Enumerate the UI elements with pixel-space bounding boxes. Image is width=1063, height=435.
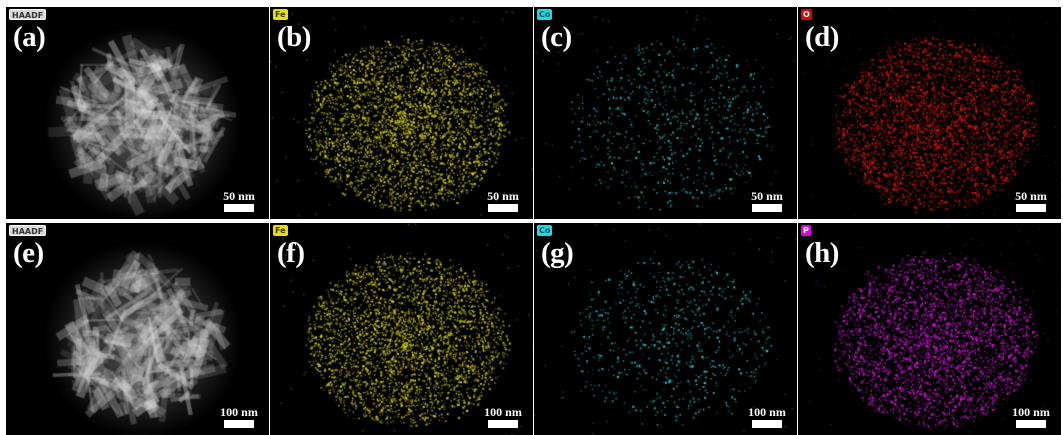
scale-bar: 50 nm — [217, 190, 261, 212]
panel-letter: (g) — [541, 237, 574, 269]
element-badge: HAADF — [9, 225, 47, 236]
panel-letter: (c) — [541, 21, 572, 53]
element-badge: Co — [537, 9, 553, 20]
element-map-image — [270, 223, 533, 435]
scale-bar: 50 nm — [481, 190, 525, 212]
panel-letter: (b) — [277, 21, 311, 53]
element-badge: P — [801, 225, 811, 236]
panel-letter: (d) — [805, 21, 839, 53]
scale-bar: 50 nm — [1009, 190, 1053, 212]
scale-bar-label: 100 nm — [1012, 405, 1050, 419]
panel-c: Co (c) 50 nm — [534, 7, 797, 219]
element-map-image — [270, 7, 533, 219]
panel-letter: (a) — [13, 21, 46, 53]
scale-bar-label: 100 nm — [484, 405, 522, 419]
element-badge: HAADF — [9, 9, 47, 20]
scale-bar-label: 50 nm — [1015, 189, 1047, 203]
scale-bar-line — [488, 420, 518, 428]
scale-bar-line — [1016, 420, 1046, 428]
element-badge: O — [801, 9, 812, 20]
scale-bar: 100 nm — [481, 406, 525, 428]
panel-b: Fe (b) 50 nm — [270, 7, 533, 219]
scale-bar-line — [224, 420, 254, 428]
scale-bar-line — [752, 420, 782, 428]
haadf-image — [6, 223, 269, 435]
panel-e: HAADF (e) 100 nm — [6, 223, 269, 435]
scale-bar: 100 nm — [745, 406, 789, 428]
scale-bar-label: 100 nm — [748, 405, 786, 419]
scale-bar-label: 50 nm — [751, 189, 783, 203]
element-map-image — [798, 7, 1061, 219]
scale-bar-line — [488, 204, 518, 212]
scale-bar: 50 nm — [745, 190, 789, 212]
panel-letter: (h) — [805, 237, 839, 269]
panel-a: HAADF (a) 50 nm — [6, 7, 269, 219]
scale-bar-line — [752, 204, 782, 212]
haadf-image — [6, 7, 269, 219]
element-badge: Co — [537, 225, 553, 236]
panel-f: Fe (f) 100 nm — [270, 223, 533, 435]
scale-bar: 100 nm — [1009, 406, 1053, 428]
scale-bar-line — [224, 204, 254, 212]
element-badge: Fe — [273, 9, 288, 20]
element-map-image — [798, 223, 1061, 435]
element-map-image — [534, 7, 797, 219]
element-map-image — [534, 223, 797, 435]
scale-bar-label: 100 nm — [220, 405, 258, 419]
scale-bar-label: 50 nm — [487, 189, 519, 203]
panel-d: O (d) 50 nm — [798, 7, 1061, 219]
eds-mapping-figure: HAADF (a) 50 nm Fe (b) 50 nm Co (c) 50 nm O (d) 50 … — [6, 7, 1063, 435]
scale-bar-label: 50 nm — [223, 189, 255, 203]
scale-bar-line — [1016, 204, 1046, 212]
scale-bar: 100 nm — [217, 406, 261, 428]
panel-letter: (f) — [277, 237, 305, 269]
panel-letter: (e) — [13, 237, 44, 269]
panel-g: Co (g) 100 nm — [534, 223, 797, 435]
element-badge: Fe — [273, 225, 288, 236]
panel-h: P (h) 100 nm — [798, 223, 1061, 435]
